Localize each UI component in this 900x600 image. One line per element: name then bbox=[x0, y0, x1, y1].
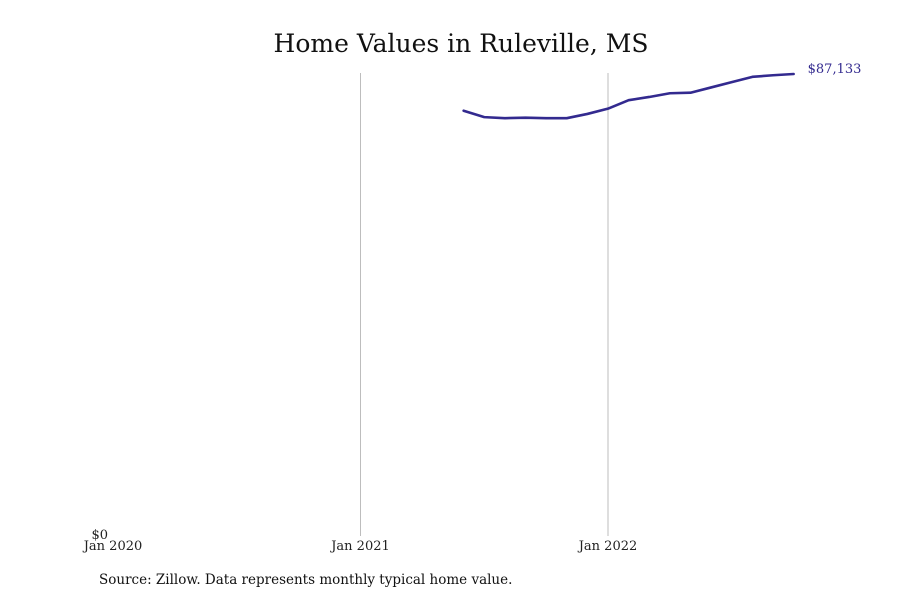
data-point bbox=[504, 117, 506, 119]
data-point bbox=[751, 76, 754, 78]
data-point bbox=[586, 113, 589, 115]
gridlines bbox=[360, 73, 609, 536]
data-point bbox=[545, 117, 547, 119]
data-point bbox=[669, 92, 671, 95]
series-layer bbox=[462, 72, 795, 120]
data-point bbox=[607, 107, 609, 110]
data-point bbox=[792, 73, 795, 75]
y-tick-label: $0 bbox=[91, 528, 108, 543]
x-tick-label: Jan 2022 bbox=[577, 539, 638, 554]
axis-ticks: Jan 2020 Jan 2021 Jan 2022 $0 bbox=[82, 528, 638, 554]
data-point bbox=[462, 109, 465, 112]
data-point bbox=[627, 99, 630, 101]
x-tick-label: Jan 2020 bbox=[82, 539, 143, 554]
source-note: Source: Zillow. Data represents monthly … bbox=[99, 572, 513, 588]
series-line bbox=[462, 72, 795, 120]
data-point bbox=[565, 117, 568, 119]
chart-title: Home Values in Ruleville, MS bbox=[274, 29, 649, 58]
data-point bbox=[524, 116, 527, 119]
data-point bbox=[730, 81, 733, 83]
data-point bbox=[710, 86, 712, 89]
data-point bbox=[648, 96, 651, 98]
x-tick-label: Jan 2021 bbox=[329, 539, 390, 554]
data-point bbox=[483, 116, 486, 118]
data-point bbox=[689, 91, 692, 94]
data-labels: $87,133 bbox=[808, 62, 862, 77]
data-point bbox=[772, 74, 774, 77]
end-value-label: $87,133 bbox=[808, 62, 862, 77]
